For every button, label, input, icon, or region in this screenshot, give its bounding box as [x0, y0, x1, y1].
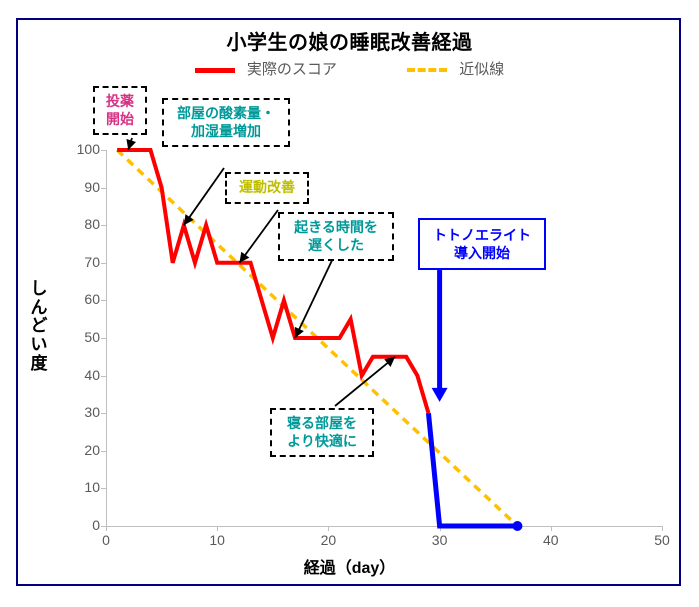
callout-oxygen: 部屋の酸素量・加湿量増加 — [162, 98, 290, 147]
callout-bluebox: トトノエライト導入開始 — [418, 218, 546, 270]
callout-med: 投薬開始 — [93, 86, 147, 135]
callout-wake: 起きる時間を遅くした — [278, 212, 394, 261]
chart-frame: 小学生の娘の睡眠改善経過 実際のスコア 近似線 し ん ど い 度 経過（day… — [0, 0, 699, 607]
callout-exer: 運動改善 — [225, 172, 309, 204]
callout-room: 寝る部屋をより快適に — [270, 408, 374, 457]
